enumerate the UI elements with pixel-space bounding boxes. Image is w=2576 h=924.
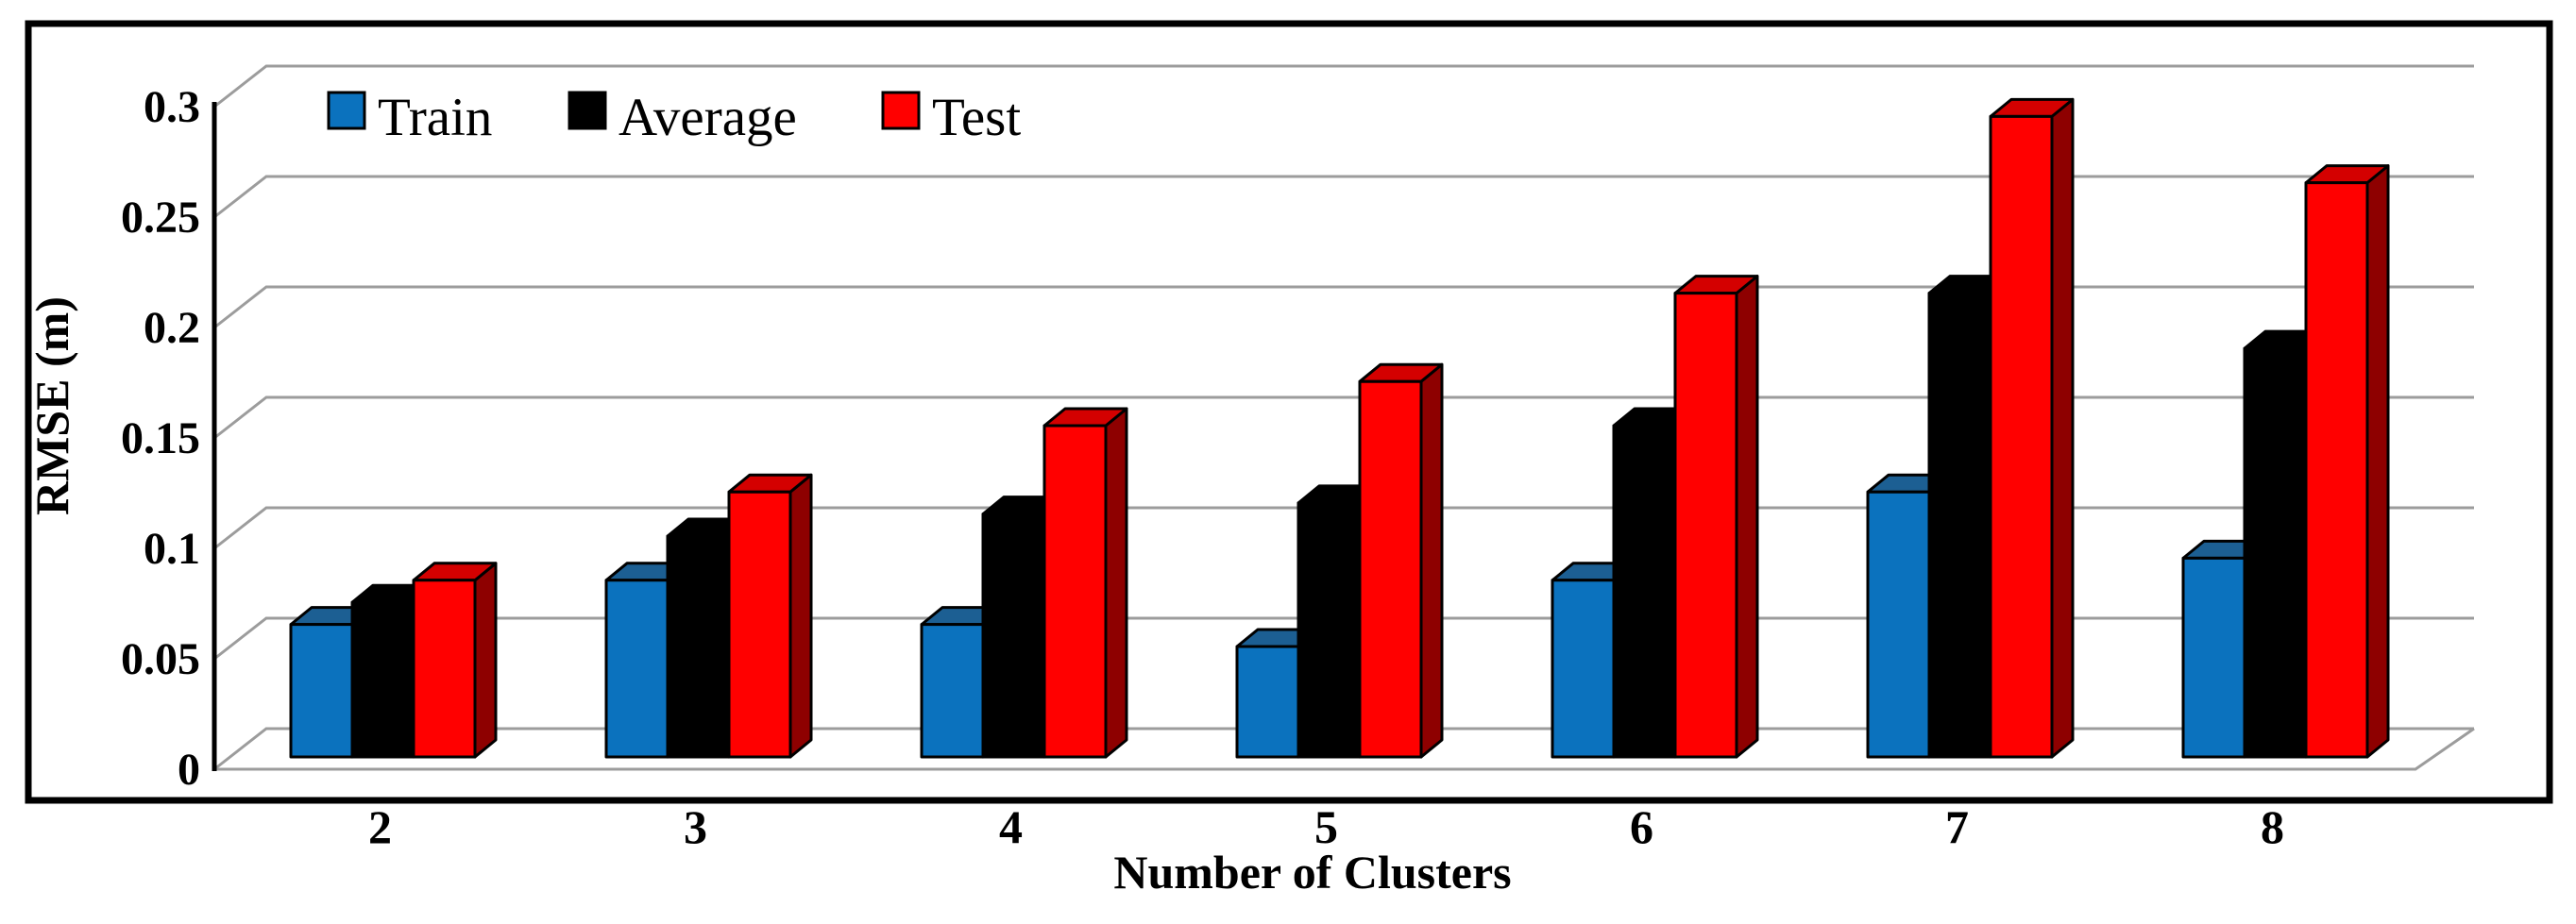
y-tick-label-0.2: 0.2 xyxy=(144,303,200,353)
legend-label-average: Average xyxy=(619,88,797,147)
bar-front-face xyxy=(2181,556,2246,759)
bar-front-face xyxy=(1042,424,1108,759)
bar-front-face xyxy=(412,579,477,759)
y-tick-label-0.1: 0.1 xyxy=(144,524,200,574)
bar-front-face xyxy=(1927,292,1992,759)
bar-front-face xyxy=(1866,490,1931,759)
legend-swatch-train xyxy=(327,91,366,130)
legend-label-test: Test xyxy=(932,88,1021,147)
bar-side-face xyxy=(2365,164,2390,759)
bar-side-face xyxy=(788,473,813,759)
x-category-label-3: 3 xyxy=(684,800,707,853)
y-axis-title: RMSE (m) xyxy=(25,296,78,515)
x-category-label-6: 6 xyxy=(1630,800,1653,853)
legend-swatch-average xyxy=(568,91,607,130)
bar-front-face xyxy=(1235,645,1300,759)
bar-front-face xyxy=(920,623,985,759)
bar-test-4 xyxy=(1042,407,1128,759)
bar-front-face xyxy=(727,490,792,759)
gridline-0.25 xyxy=(213,175,2474,219)
bar-test-6 xyxy=(1673,275,1759,759)
x-category-label-5: 5 xyxy=(1314,800,1338,853)
y-tick-label-0: 0 xyxy=(178,745,200,795)
bar-test-8 xyxy=(2304,164,2390,759)
bar-front-face xyxy=(666,534,731,759)
bar-front-face xyxy=(604,579,669,759)
bar-front-face xyxy=(289,623,354,759)
bar-side-face xyxy=(2050,97,2075,759)
bar-front-face xyxy=(1358,379,1423,759)
bar-front-face xyxy=(1296,501,1362,759)
legend-swatch-test xyxy=(881,91,921,130)
bar-front-face xyxy=(2304,181,2369,759)
bar-front-face xyxy=(2243,346,2308,759)
floor-edge xyxy=(214,727,2475,771)
bar-front-face xyxy=(1612,424,1677,759)
bar-front-face xyxy=(1551,579,1616,759)
bar-front-face xyxy=(350,600,415,759)
bar-test-3 xyxy=(727,473,813,759)
bar-front-face xyxy=(981,512,1046,759)
bar-front-face xyxy=(1673,292,1738,759)
bar-side-face xyxy=(1104,407,1128,759)
x-category-label-7: 7 xyxy=(1945,800,1969,853)
bar-test-2 xyxy=(412,562,498,759)
bar-side-face xyxy=(1735,275,1759,759)
y-tick-label-0.3: 0.3 xyxy=(144,82,200,132)
y-tick-label-0.25: 0.25 xyxy=(121,193,200,243)
x-category-label-2: 2 xyxy=(368,800,392,853)
bar-test-7 xyxy=(1989,97,2075,759)
bar-side-face xyxy=(473,562,498,759)
x-category-label-8: 8 xyxy=(2261,800,2284,853)
bar-front-face xyxy=(1989,114,2054,759)
y-tick-label-0.05: 0.05 xyxy=(121,634,200,684)
bar-test-5 xyxy=(1358,362,1444,759)
x-axis-title: Number of Clusters xyxy=(1113,846,1511,899)
legend-label-train: Train xyxy=(378,88,492,147)
x-category-label-4: 4 xyxy=(999,800,1023,853)
y-tick-label-0.15: 0.15 xyxy=(121,413,200,463)
bar-side-face xyxy=(1419,362,1444,759)
gridline-0.3 xyxy=(213,64,2474,109)
